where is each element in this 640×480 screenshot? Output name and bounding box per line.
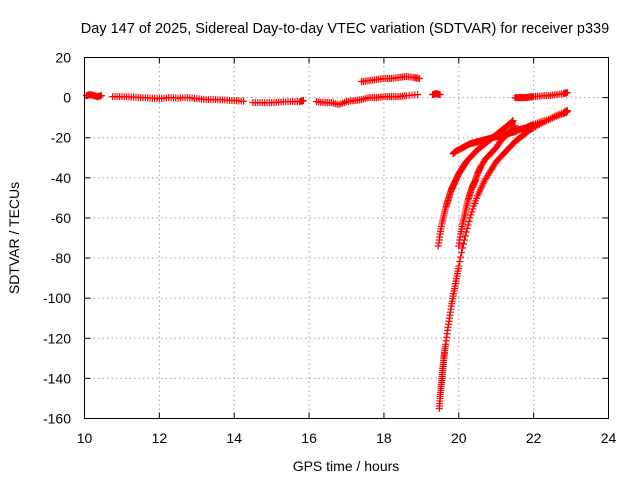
data-point — [563, 89, 571, 97]
y-tick-label: 0 — [63, 90, 71, 106]
y-tick-label: -100 — [43, 290, 71, 306]
data-point — [469, 205, 477, 213]
y-tick-label: 20 — [55, 50, 71, 66]
y-tick-label: -120 — [43, 330, 71, 346]
data-point — [299, 97, 307, 105]
series-arc-2 — [109, 93, 248, 105]
data-point — [563, 108, 571, 116]
data-point — [465, 217, 473, 225]
y-tick-label: -140 — [43, 370, 71, 386]
x-tick-label: 20 — [451, 430, 467, 446]
series-arc-6 — [429, 90, 444, 99]
data-point — [510, 123, 518, 131]
x-tick-label: 14 — [226, 430, 242, 446]
chart-title: Day 147 of 2025, Sidereal Day-to-day VTE… — [81, 21, 609, 37]
x-tick-label: 22 — [526, 430, 542, 446]
data-point — [511, 122, 519, 130]
data-point — [464, 221, 472, 229]
y-tick-label: -160 — [43, 411, 71, 427]
data-point — [240, 97, 248, 105]
series-arc-4 — [313, 91, 422, 109]
x-tick-label: 18 — [376, 430, 392, 446]
x-tick-label: 16 — [301, 430, 317, 446]
x-axis-label: GPS time / hours — [293, 458, 400, 474]
data-point — [466, 214, 474, 222]
y-tick-label: -40 — [51, 170, 71, 186]
data-point — [459, 240, 467, 248]
data-point — [414, 91, 422, 99]
data-point — [467, 211, 475, 219]
x-tick-label: 12 — [152, 430, 168, 446]
y-tick-label: -20 — [51, 130, 71, 146]
y-tick-label: -80 — [51, 250, 71, 266]
grid-layer — [84, 57, 609, 419]
data-point — [436, 91, 444, 99]
data-point — [455, 262, 463, 270]
x-tick-label: 24 — [601, 430, 617, 446]
series-arc-1 — [82, 91, 105, 101]
x-tick-label: 10 — [77, 430, 93, 446]
y-axis-label: SDTVAR / TECUs — [6, 182, 22, 294]
plot-frame — [84, 57, 609, 419]
data-point — [456, 258, 464, 266]
data-point — [97, 92, 105, 100]
data-point — [468, 208, 476, 216]
data-point — [415, 75, 423, 83]
series-arc-11 — [511, 89, 571, 102]
tick-label-layer: 10 12 14 16 18 20 22 24 20 0 -20 -40 -60 -80 -100 -120 -… — [43, 50, 617, 447]
data-point — [457, 253, 465, 261]
tick-layer — [84, 57, 609, 419]
series-arc-3 — [249, 97, 307, 107]
data-point — [461, 232, 469, 240]
data-point — [458, 249, 466, 257]
data-point — [459, 244, 467, 252]
data-layer — [82, 73, 571, 412]
series-arc-10 — [455, 122, 519, 250]
y-tick-label: -60 — [51, 210, 71, 226]
series-arc-5 — [357, 73, 423, 86]
data-point — [509, 117, 517, 125]
